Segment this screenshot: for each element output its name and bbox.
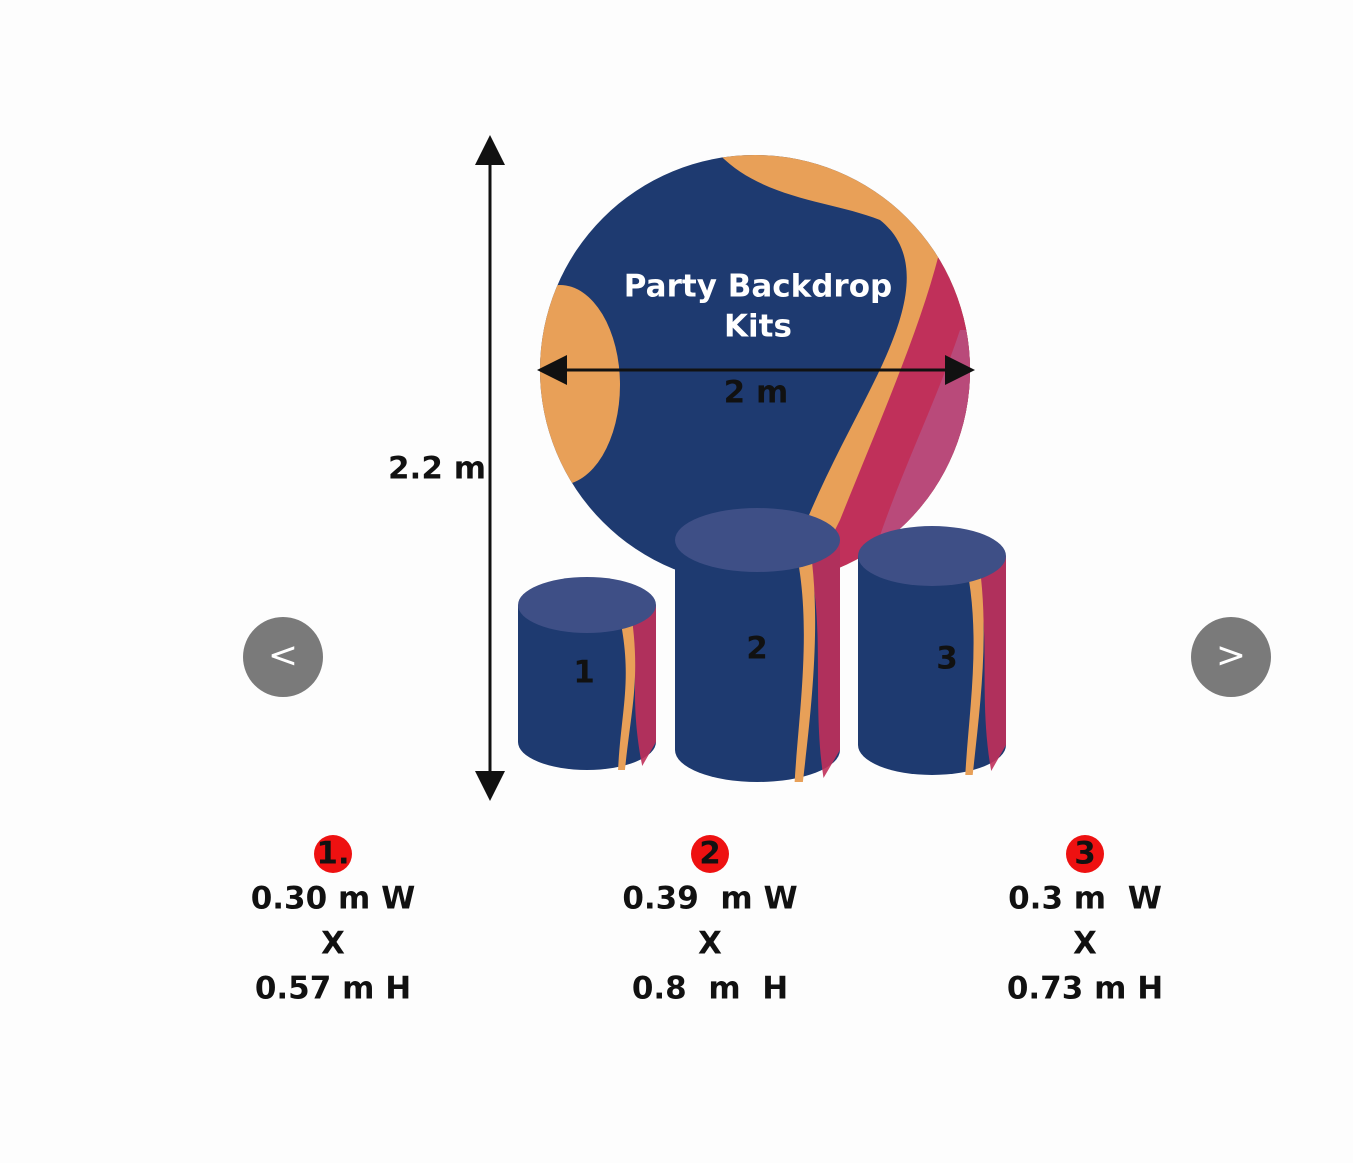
cylinder-stripe <box>790 530 816 782</box>
cylinders: 1 2 3 <box>518 508 1006 782</box>
next-button[interactable]: > <box>1191 617 1271 697</box>
spec-height: 0.73 m H <box>1007 971 1163 1007</box>
spec-times: X <box>1073 926 1097 962</box>
cylinder-body <box>675 540 840 782</box>
prev-button[interactable]: < <box>243 617 323 697</box>
width-label: 2 m <box>724 375 789 411</box>
cylinder-top <box>518 577 656 633</box>
cylinder-stripe <box>969 551 1006 771</box>
cylinder-label: 1 <box>573 655 595 691</box>
cylinder: 2 <box>675 508 840 782</box>
spec-width: 0.3 m W <box>1008 881 1162 917</box>
spec-width: 0.30 m W <box>251 881 416 917</box>
spec-badge <box>314 835 352 873</box>
cylinder-label: 2 <box>746 631 768 667</box>
cylinder-stripe <box>621 600 656 766</box>
cylinder-top <box>858 526 1006 586</box>
height-label: 2.2 m <box>388 451 486 487</box>
cylinder-stripe <box>961 546 984 775</box>
backdrop-title: Party Backdrop <box>624 269 892 305</box>
cylinder-body <box>858 556 1006 775</box>
spec-height: 0.57 m H <box>255 971 411 1007</box>
spec-times: X <box>321 926 345 962</box>
cylinder: 3 <box>858 526 1006 775</box>
next-icon[interactable]: > <box>1216 635 1246 676</box>
spec-badge-label: 2 <box>699 836 721 872</box>
prev-icon[interactable]: < <box>268 635 298 676</box>
cylinder: 1 <box>518 577 656 770</box>
specs: 1. 0.30 m W X 0.57 m H 2 0.39 m W X 0.8 m H 3 0.3… <box>251 835 1163 1007</box>
spec-badge <box>691 835 729 873</box>
spec-width: 0.39 m W <box>622 881 797 917</box>
spec-badge-label: 1. <box>316 836 349 872</box>
spec-times: X <box>698 926 722 962</box>
backdrop-title: Kits <box>724 309 792 345</box>
cylinder-stripe <box>798 535 840 778</box>
spec-badge <box>1066 835 1104 873</box>
cylinder-stripe <box>614 595 636 770</box>
cylinder-top <box>675 508 840 572</box>
cylinder-label: 3 <box>936 641 958 677</box>
spec-height: 0.8 m H <box>632 971 788 1007</box>
spec-badge-label: 3 <box>1074 836 1096 872</box>
